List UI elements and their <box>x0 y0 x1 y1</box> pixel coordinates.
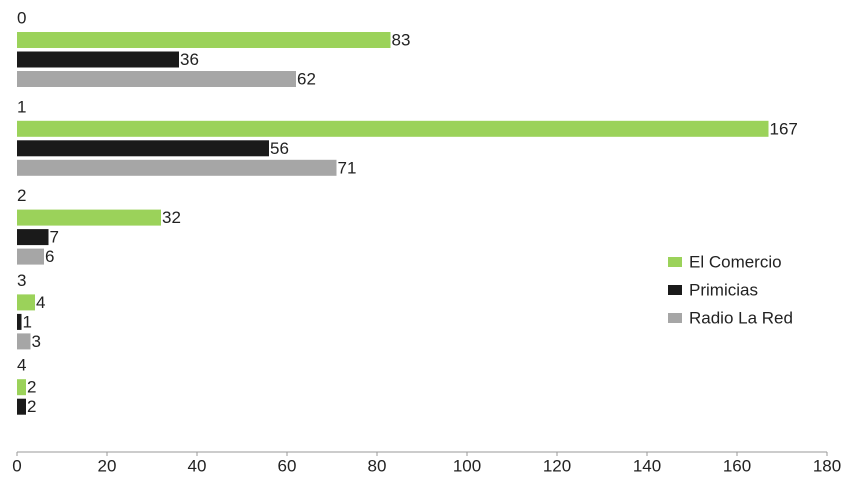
bar <box>17 140 269 157</box>
category-label: 1 <box>17 97 26 116</box>
x-tick-label: 0 <box>12 456 21 475</box>
x-tick-label: 140 <box>633 456 661 475</box>
value-label: 167 <box>770 119 798 138</box>
value-label: 4 <box>36 293 45 312</box>
bar <box>17 51 179 68</box>
value-label: 6 <box>45 247 54 266</box>
bar <box>17 248 44 265</box>
x-tick-label: 100 <box>453 456 481 475</box>
value-label: 32 <box>162 208 181 227</box>
legend-label: Radio La Red <box>689 308 793 327</box>
category-label: 4 <box>17 356 26 375</box>
bar <box>17 32 391 48</box>
bar <box>17 333 31 350</box>
category-label: 2 <box>17 186 26 205</box>
x-tick-label: 40 <box>188 456 207 475</box>
x-tick-label: 120 <box>543 456 571 475</box>
value-label: 83 <box>392 30 411 49</box>
value-label: 71 <box>338 158 357 177</box>
x-tick-label: 20 <box>98 456 117 475</box>
x-tick-label: 160 <box>723 456 751 475</box>
bar <box>17 398 26 415</box>
x-tick-label: 60 <box>278 456 297 475</box>
legend-swatch <box>668 257 682 267</box>
bar <box>17 229 49 246</box>
x-tick-label: 80 <box>368 456 387 475</box>
value-label: 2 <box>27 378 36 397</box>
bar <box>17 159 337 176</box>
value-label: 62 <box>297 69 316 88</box>
bar <box>17 379 26 396</box>
legend-label: El Comercio <box>689 252 782 271</box>
legend-swatch <box>668 313 682 323</box>
category-label: 3 <box>17 271 26 290</box>
value-label: 7 <box>50 228 59 247</box>
value-label: 1 <box>23 312 32 331</box>
category-label: 0 <box>17 8 26 27</box>
bar <box>17 294 35 311</box>
value-label: 2 <box>27 397 36 416</box>
value-label: 36 <box>180 50 199 69</box>
legend-label: Primicias <box>689 280 758 299</box>
bar <box>17 209 161 226</box>
value-label: 3 <box>32 332 41 351</box>
value-label: 56 <box>270 139 289 158</box>
legend-swatch <box>668 285 682 295</box>
x-tick-label: 180 <box>813 456 841 475</box>
bar <box>17 71 296 87</box>
bar <box>17 120 769 137</box>
bar <box>17 313 22 330</box>
